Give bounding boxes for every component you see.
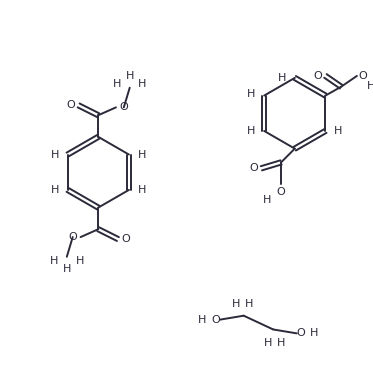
Text: H: H bbox=[50, 256, 58, 266]
Text: H: H bbox=[63, 263, 71, 273]
Text: H: H bbox=[366, 81, 373, 91]
Text: O: O bbox=[119, 102, 128, 112]
Text: O: O bbox=[277, 187, 285, 197]
Text: O: O bbox=[296, 329, 305, 339]
Text: H: H bbox=[198, 314, 207, 324]
Text: O: O bbox=[358, 71, 367, 81]
Text: H: H bbox=[278, 73, 286, 83]
Text: H: H bbox=[334, 126, 342, 136]
Text: H: H bbox=[247, 88, 256, 99]
Text: O: O bbox=[66, 100, 75, 110]
Text: H: H bbox=[138, 185, 146, 195]
Text: H: H bbox=[51, 185, 59, 195]
Text: O: O bbox=[313, 71, 322, 81]
Text: H: H bbox=[113, 79, 121, 89]
Text: H: H bbox=[232, 299, 240, 309]
Text: H: H bbox=[75, 256, 84, 266]
Text: H: H bbox=[126, 71, 134, 81]
Text: O: O bbox=[249, 163, 258, 173]
Text: O: O bbox=[121, 234, 130, 244]
Text: O: O bbox=[68, 232, 77, 242]
Text: H: H bbox=[138, 79, 147, 89]
Text: H: H bbox=[138, 149, 146, 159]
Text: H: H bbox=[264, 338, 272, 348]
Text: H: H bbox=[277, 338, 285, 348]
Text: H: H bbox=[263, 195, 272, 205]
Text: H: H bbox=[310, 329, 319, 339]
Text: H: H bbox=[244, 299, 253, 309]
Text: H: H bbox=[247, 126, 256, 136]
Text: O: O bbox=[212, 314, 220, 324]
Text: H: H bbox=[51, 149, 59, 159]
